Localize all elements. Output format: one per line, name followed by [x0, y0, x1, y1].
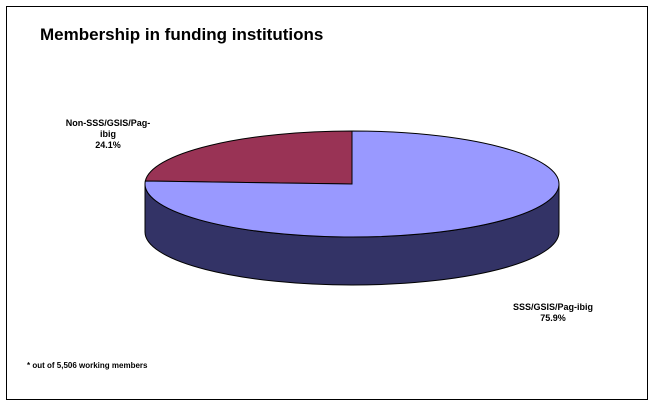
footnote: * out of 5,506 working members [27, 361, 148, 370]
chart-title: Membership in funding institutions [40, 25, 324, 44]
slice-label-sss: SSS/GSIS/Pag-ibig 75.9% [513, 302, 593, 323]
pie-slice-sss [144, 130, 560, 238]
slice-label-non-sss: Non-SSS/GSIS/Pag-ibig 24.1% [66, 118, 151, 150]
pie-slice-non-sss [144, 130, 353, 185]
